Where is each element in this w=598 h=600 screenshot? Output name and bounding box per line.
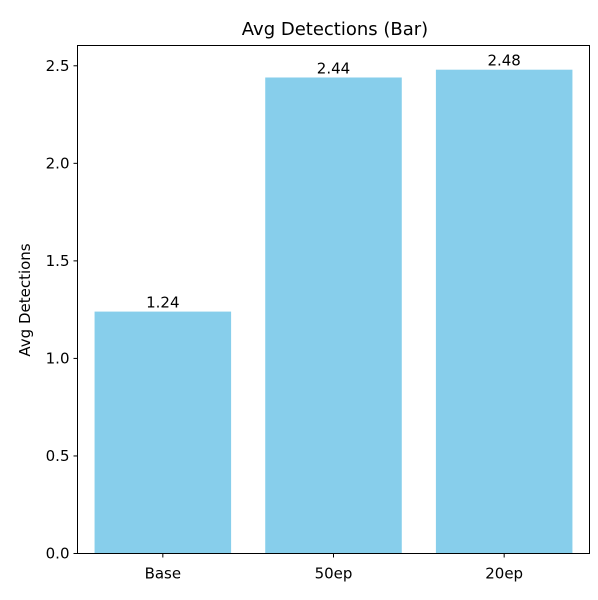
data-labels-group: 1.24 2.44 2.48 (146, 52, 521, 312)
data-label-50ep: 2.44 (317, 59, 350, 77)
x-axis-ticks: Base 50ep 20ep (145, 553, 523, 583)
y-axis-ticks: 0.0 0.5 1.0 1.5 2.0 2.5 (46, 57, 78, 563)
y-tick-label: 2.5 (46, 57, 70, 75)
y-tick-label: 1.5 (46, 252, 70, 270)
y-tick-label: 2.0 (46, 154, 70, 172)
bar-50ep (265, 77, 402, 554)
y-axis-label: Avg Detections (16, 243, 34, 356)
chart-title: Avg Detections (Bar) (242, 19, 428, 40)
x-tick-label-50ep: 50ep (315, 565, 353, 583)
y-tick-label: 0.0 (46, 545, 70, 563)
bar-20ep (435, 69, 573, 554)
bar-base (94, 311, 232, 554)
x-tick-label-base: Base (145, 565, 182, 583)
plot-frame (77, 45, 590, 554)
data-label-20ep: 2.48 (487, 52, 520, 70)
y-tick-label: 1.0 (46, 349, 70, 367)
x-tick-label-20ep: 20ep (485, 565, 523, 583)
y-tick-label: 0.5 (46, 447, 70, 465)
bars-group (94, 69, 573, 554)
data-label-base: 1.24 (146, 294, 179, 312)
